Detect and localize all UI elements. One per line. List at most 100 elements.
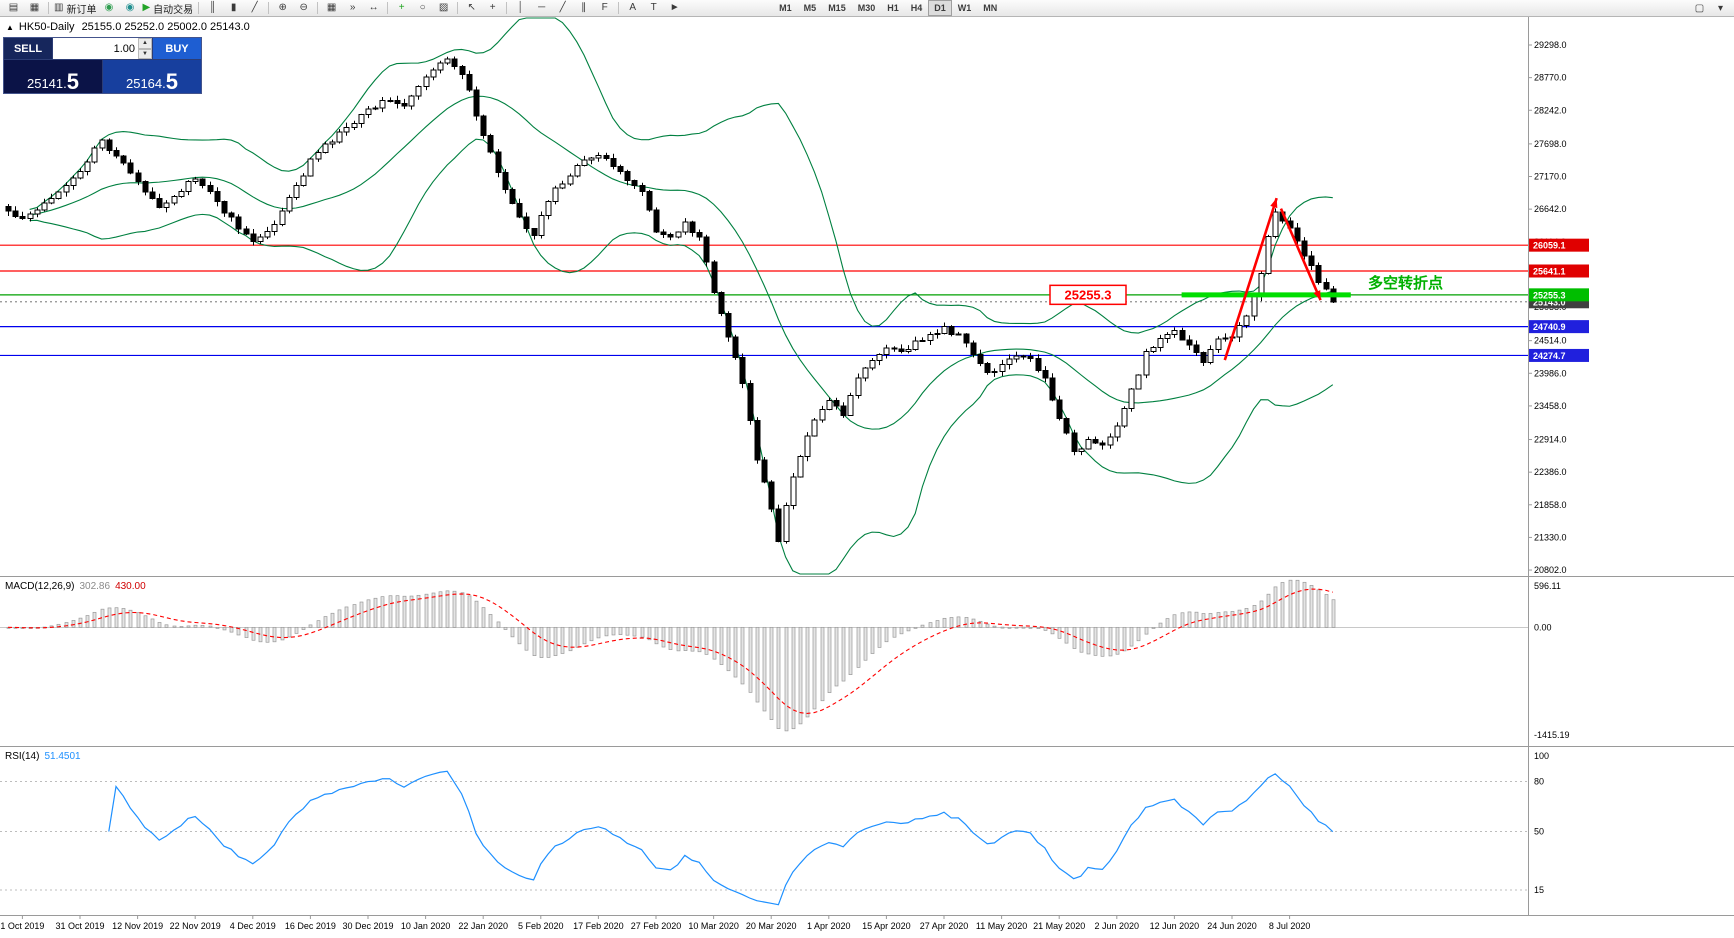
price-axis[interactable]: 29298.0 28770.0 28242.0 27698.0 27170.0 26642… — [1528, 40, 1589, 895]
volume-up-stepper[interactable]: ▲ — [138, 38, 152, 49]
svg-text:20802.0: 20802.0 — [1534, 565, 1567, 575]
timeframe-button-m15[interactable]: M15 — [828, 3, 846, 13]
indicators-icon[interactable]: + — [391, 1, 412, 16]
chart-profiles-icon[interactable]: ▦ — [24, 1, 45, 16]
timeframe-button-w1[interactable]: W1 — [957, 3, 972, 13]
note-text[interactable]: 多空转折点 — [1368, 274, 1443, 292]
window-list-icon[interactable]: ▢ — [1694, 2, 1705, 14]
timeframe-button-m1[interactable]: M1 — [779, 3, 792, 13]
candlestick-chart-icon[interactable]: ▮ — [223, 1, 244, 16]
vertical-line-icon: │ — [517, 2, 524, 13]
fibonacci-icon[interactable]: F — [594, 1, 615, 16]
price-levels-layer — [0, 244, 1528, 357]
volume-input[interactable] — [53, 38, 138, 59]
svg-text:21858.0: 21858.0 — [1534, 500, 1567, 510]
timeframe-button-h1[interactable]: H1 — [887, 3, 899, 13]
timeframe-button-d1[interactable]: D1 — [928, 0, 952, 16]
cursor-icon[interactable]: ↖ — [461, 1, 482, 16]
svg-text:21330.0: 21330.0 — [1534, 532, 1567, 542]
zoom-out-icon[interactable]: ⊖ — [293, 1, 314, 16]
svg-text:31 Oct 2019: 31 Oct 2019 — [55, 921, 104, 931]
svg-text:50: 50 — [1534, 827, 1544, 837]
metaeditor-icon[interactable]: ◉ — [98, 1, 119, 16]
cursor-icon: ↖ — [467, 2, 476, 13]
svg-text:23986.0: 23986.0 — [1534, 368, 1567, 378]
price-level-badge — [1529, 348, 1589, 362]
one-click-trading-panel: SELL ▲ ▼ BUY 25141.5 25164.5 — [3, 37, 202, 94]
bar-chart-icon: ║ — [209, 2, 217, 13]
macd-name: MACD(12,26,9) — [5, 581, 75, 592]
rsi-value: 51.4501 — [44, 751, 81, 762]
trendline-icon[interactable]: ╱ — [552, 1, 573, 16]
svg-text:4 Dec 2019: 4 Dec 2019 — [230, 921, 276, 931]
auto-scroll-icon[interactable]: » — [342, 1, 363, 16]
arrows-tool-icon[interactable]: ► — [664, 1, 685, 16]
candlestick-chart-icon: ▮ — [230, 2, 237, 13]
crosshair-icon[interactable]: + — [482, 1, 503, 16]
sell-price-button[interactable]: 25141. 5 — [4, 60, 103, 93]
svg-text:27698.0: 27698.0 — [1534, 139, 1567, 149]
text-label-icon[interactable]: T — [643, 1, 664, 16]
templates-icon: ▨ — [438, 2, 449, 13]
equidistant-channel-icon: ∥ — [581, 2, 587, 13]
svg-text:24 Jun 2020: 24 Jun 2020 — [1207, 921, 1257, 931]
svg-text:596.11: 596.11 — [1534, 581, 1561, 591]
trendline-icon: ╱ — [559, 2, 566, 13]
svg-text:23458.0: 23458.0 — [1534, 401, 1567, 411]
svg-text:26059.1: 26059.1 — [1533, 241, 1566, 251]
new-order-button[interactable]: ▥ 新订单 — [52, 1, 98, 16]
toolbar-separator — [198, 2, 200, 14]
toolbar-separator — [317, 2, 319, 14]
tile-windows-icon[interactable]: ▦ — [321, 1, 342, 16]
svg-text:24274.7: 24274.7 — [1533, 351, 1566, 361]
toolbar-separator — [506, 2, 508, 14]
zoom-in-icon[interactable]: ⊕ — [272, 1, 293, 16]
svg-text:100: 100 — [1534, 751, 1549, 761]
chart-shift-icon: ↔ — [368, 2, 379, 13]
price-callout-box[interactable] — [1049, 284, 1127, 306]
svg-text:11 May 2020: 11 May 2020 — [976, 921, 1027, 931]
macd-layer — [0, 579, 1528, 732]
volume-down-stepper[interactable]: ▼ — [138, 48, 152, 59]
volume-box: ▲ ▼ — [52, 38, 153, 59]
chart-shift-icon[interactable]: ↔ — [363, 1, 384, 16]
timeframe-button-m30[interactable]: M30 — [857, 3, 876, 13]
timeframe-button-h4[interactable]: H4 — [910, 3, 923, 13]
buy-price-button[interactable]: 25164. 5 — [103, 60, 201, 93]
svg-text:2 Jun 2020: 2 Jun 2020 — [1095, 921, 1140, 931]
toolbar-separator — [618, 2, 620, 14]
community-icon: ◉ — [125, 2, 135, 13]
svg-text:22 Nov 2019: 22 Nov 2019 — [170, 921, 221, 931]
time-axis[interactable]: 1 Oct 2019 31 Oct 2019 12 Nov 2019 22 Nov 2… — [0, 915, 1310, 931]
svg-text:16 Dec 2019: 16 Dec 2019 — [285, 921, 336, 931]
equidistant-channel-icon[interactable]: ∥ — [573, 1, 594, 16]
vertical-line-icon[interactable]: │ — [510, 1, 531, 16]
new-chart-icon[interactable]: ▤ — [3, 1, 24, 16]
auto-trading-button[interactable]: ▶ 自动交易 — [140, 1, 195, 16]
timeframe-button-mn[interactable]: MN — [983, 3, 998, 13]
text-icon[interactable]: A — [622, 1, 643, 16]
horizontal-line-icon[interactable]: ─ — [531, 1, 552, 16]
timeframe-button-m5[interactable]: M5 — [803, 3, 817, 13]
periods-icon: ○ — [419, 2, 426, 13]
svg-text:27 Apr 2020: 27 Apr 2020 — [920, 921, 969, 931]
chart-ohlc-values: 25155.0 25252.0 25002.0 25143.0 — [81, 21, 250, 33]
tile-windows-icon: ▦ — [326, 2, 337, 13]
fibonacci-icon: F — [601, 2, 608, 13]
templates-icon[interactable]: ▨ — [433, 1, 454, 16]
community-icon[interactable]: ◉ — [119, 1, 140, 16]
trend-arrow-down[interactable] — [1279, 208, 1322, 301]
bar-chart-icon[interactable]: ║ — [202, 1, 223, 16]
svg-text:12 Nov 2019: 12 Nov 2019 — [112, 921, 163, 931]
toolbar-options-icon[interactable]: ▾ — [1717, 2, 1724, 14]
svg-text:26642.0: 26642.0 — [1534, 204, 1567, 214]
candles-layer — [5, 56, 1337, 544]
line-chart-icon[interactable]: ╱ — [244, 1, 265, 16]
periods-icon[interactable]: ○ — [412, 1, 433, 16]
trend-arrow-up[interactable] — [1223, 197, 1278, 361]
svg-text:1 Apr 2020: 1 Apr 2020 — [807, 921, 851, 931]
buy-button[interactable]: BUY — [153, 38, 201, 59]
sell-button[interactable]: SELL — [4, 38, 52, 59]
